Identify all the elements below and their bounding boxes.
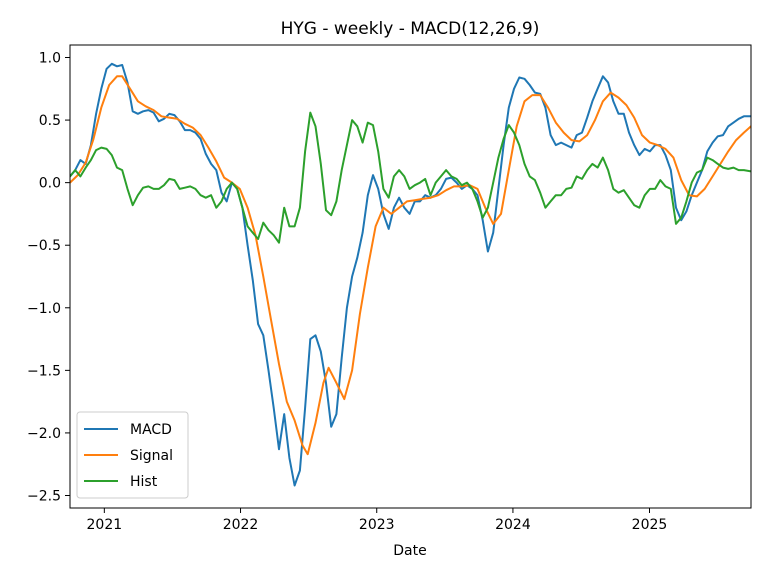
y-tick-label: −2.0: [27, 426, 61, 442]
x-tick-label: 2022: [223, 517, 259, 533]
legend-label-signal: Signal: [130, 448, 173, 464]
x-tick-label: 2024: [495, 517, 531, 533]
x-axis: 2021 2022 2023 2024 2025: [87, 508, 668, 533]
x-tick-label: 2023: [359, 517, 395, 533]
series-line-hist: [70, 111, 751, 244]
series-line-signal: [70, 75, 751, 456]
x-tick-label: 2021: [87, 517, 123, 533]
legend-label-macd: MACD: [130, 422, 172, 438]
y-tick-label: 1.0: [39, 51, 61, 67]
legend-label-hist: Hist: [130, 474, 158, 490]
x-axis-label: Date: [393, 543, 426, 559]
y-axis: 1.0 0.5 0.0 −0.5 −1.0 −1.5 −2.0 −2.5: [27, 51, 70, 504]
legend-box: [76, 411, 189, 499]
legend: MACD Signal Hist: [76, 411, 189, 499]
y-tick-label: 0.0: [39, 176, 61, 192]
x-tick-label: 2025: [632, 517, 668, 533]
plot-frame: [69, 44, 752, 509]
y-tick-label: −2.5: [27, 488, 61, 504]
series-line-macd: [70, 62, 751, 487]
series-layer: [70, 62, 751, 487]
y-tick-label: 0.5: [39, 113, 61, 129]
y-tick-label: −0.5: [27, 238, 61, 254]
y-tick-label: −1.0: [27, 301, 61, 317]
y-tick-label: −1.5: [27, 363, 61, 379]
chart-title: HYG - weekly - MACD(12,26,9): [281, 19, 540, 39]
